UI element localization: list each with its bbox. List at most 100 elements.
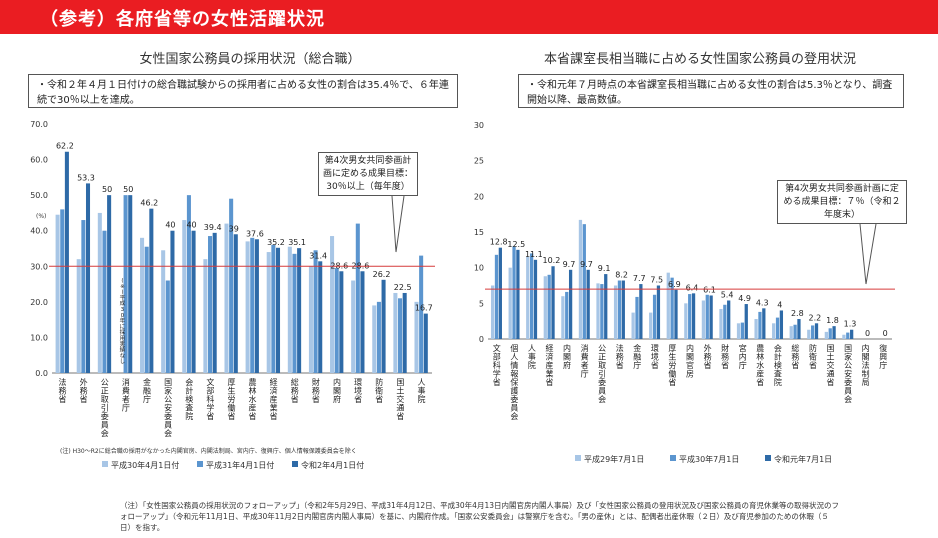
right-category-label: 会計検査院 <box>774 343 782 387</box>
left-legend-label: 平成31年4月1日付 <box>206 460 274 470</box>
left-data-label: 53.3 <box>77 173 95 182</box>
left-data-label: 39 <box>229 224 239 233</box>
right-bar-3 <box>551 266 555 339</box>
right-bar-1 <box>508 267 512 339</box>
left-bar-2 <box>419 255 424 373</box>
left-category-label: 消費者庁 <box>122 377 130 413</box>
left-bar-2 <box>292 253 297 373</box>
right-bar-3 <box>779 310 784 339</box>
right-ytick-label: 0 <box>479 335 484 344</box>
left-bar-1 <box>55 214 60 373</box>
right-bar-1 <box>789 326 793 339</box>
right-bar-1 <box>754 319 758 339</box>
right-category-label: 防衛省 <box>809 343 817 370</box>
right-legend-label: 令和元年7月1日 <box>774 454 832 464</box>
right-bar-3 <box>604 274 608 339</box>
right-bar-3 <box>814 323 819 339</box>
left-category-label: 金融庁 <box>143 377 151 404</box>
left-data-label: 16.7 <box>415 304 433 313</box>
left-bar-3 <box>128 195 133 373</box>
right-category-label: 環境省 <box>651 344 659 370</box>
right-data-label: 10.2 <box>543 256 561 265</box>
right-bar-2 <box>793 324 797 339</box>
left-ytick-label: 40.0 <box>30 227 48 236</box>
right-category-label: 財務省 <box>721 343 729 370</box>
left-bar-1 <box>330 236 335 373</box>
right-legend-label: 平成30年7月1日 <box>679 454 739 464</box>
left-category-label: 総務省 <box>291 377 299 404</box>
left-bar-3 <box>254 239 259 373</box>
left-legend-label: 令和2年4月1日付 <box>301 460 364 470</box>
right-bar-3 <box>762 308 766 339</box>
right-bar-3 <box>850 329 854 339</box>
left-data-label: 28.6 <box>330 261 348 270</box>
left-bar-3 <box>233 234 238 373</box>
left-bar-1 <box>372 305 377 373</box>
left-bar-2 <box>165 280 170 373</box>
left-ytick-label: 10.0 <box>30 333 48 342</box>
left-bar-2 <box>334 268 339 373</box>
left-bar-2 <box>355 223 360 373</box>
left-bar-2 <box>398 298 403 373</box>
right-category-label: 厚生労働省 <box>668 344 676 387</box>
right-bar-1 <box>490 285 495 339</box>
right-category-label: 内閣法制局 <box>862 343 870 387</box>
left-bar-3 <box>318 261 323 373</box>
right-bar-2 <box>828 328 832 339</box>
left-data-label: 37.6 <box>246 229 264 238</box>
right-category-label: 総務省 <box>791 343 799 370</box>
right-data-label: 4.3 <box>756 298 769 307</box>
left-exclusion-note: (注) H30〜R2に総合職の採用がなかった内閣官房、内閣法制局、宮内庁、復興庁… <box>60 448 357 455</box>
left-bar-3 <box>297 248 302 373</box>
left-ytick-label: 20.0 <box>30 298 48 307</box>
right-bar-3 <box>656 285 661 339</box>
right-data-label: 5.4 <box>721 290 734 299</box>
right-bar-2 <box>617 280 622 339</box>
left-data-label: 40 <box>186 221 196 230</box>
left-category-label: 防衛省 <box>375 377 383 404</box>
right-bar-2 <box>705 294 709 339</box>
right-legend-swatch <box>670 455 676 461</box>
left-category-label: 内閣府 <box>333 377 341 404</box>
right-bar-3 <box>498 247 502 339</box>
right-bar-3 <box>709 295 713 339</box>
right-category-label: 消費者庁 <box>581 343 589 379</box>
right-category-label: 経済産業省 <box>545 343 553 387</box>
left-bar-1 <box>308 266 313 373</box>
right-bar-2 <box>529 253 534 339</box>
right-category-label: 公正取引委員会 <box>598 344 606 404</box>
right-data-label: 6.1 <box>703 285 716 294</box>
left-category-label: 法務省 <box>59 377 67 404</box>
left-bar-1 <box>224 223 229 373</box>
right-ytick-label: 15 <box>474 228 484 237</box>
right-bar-1 <box>824 331 828 339</box>
right-legend-label: 平成29年7月1日 <box>584 454 644 464</box>
right-category-label: 法務省 <box>616 343 624 370</box>
left-bar-2 <box>60 209 65 373</box>
left-bar-1 <box>414 301 419 373</box>
right-data-label: 9.7 <box>580 260 593 269</box>
right-bar-2 <box>723 304 727 339</box>
right-bar-3 <box>621 280 625 339</box>
right-legend-swatch <box>575 455 581 461</box>
right-bar-2 <box>565 291 569 339</box>
left-bar-2 <box>102 230 107 373</box>
right-category-label: 国家公安委員会 <box>844 344 852 404</box>
left-chart-title: 女性国家公務員の採用状況（総合職） <box>139 52 361 67</box>
right-bar-2 <box>758 311 762 339</box>
left-bar-1 <box>287 246 292 373</box>
left-category-label: 国土交通省 <box>396 378 404 421</box>
left-bar-3 <box>212 232 217 373</box>
left-data-label: 28.6 <box>352 261 370 270</box>
left-bar-2 <box>186 195 191 373</box>
left-bar-1 <box>140 237 145 373</box>
right-data-label: 6.4 <box>686 283 699 292</box>
left-category-label: 外務省 <box>80 377 88 404</box>
right-bar-3 <box>744 304 748 339</box>
right-data-label: 2.2 <box>809 313 822 322</box>
left-category-label: 環境省 <box>354 378 362 404</box>
left-bar-2 <box>271 244 276 373</box>
left-data-label: 39.4 <box>204 223 222 232</box>
right-callout: 第4次男女共同参画計画に定める成果目標：７％（令和２年度末） <box>777 180 907 224</box>
